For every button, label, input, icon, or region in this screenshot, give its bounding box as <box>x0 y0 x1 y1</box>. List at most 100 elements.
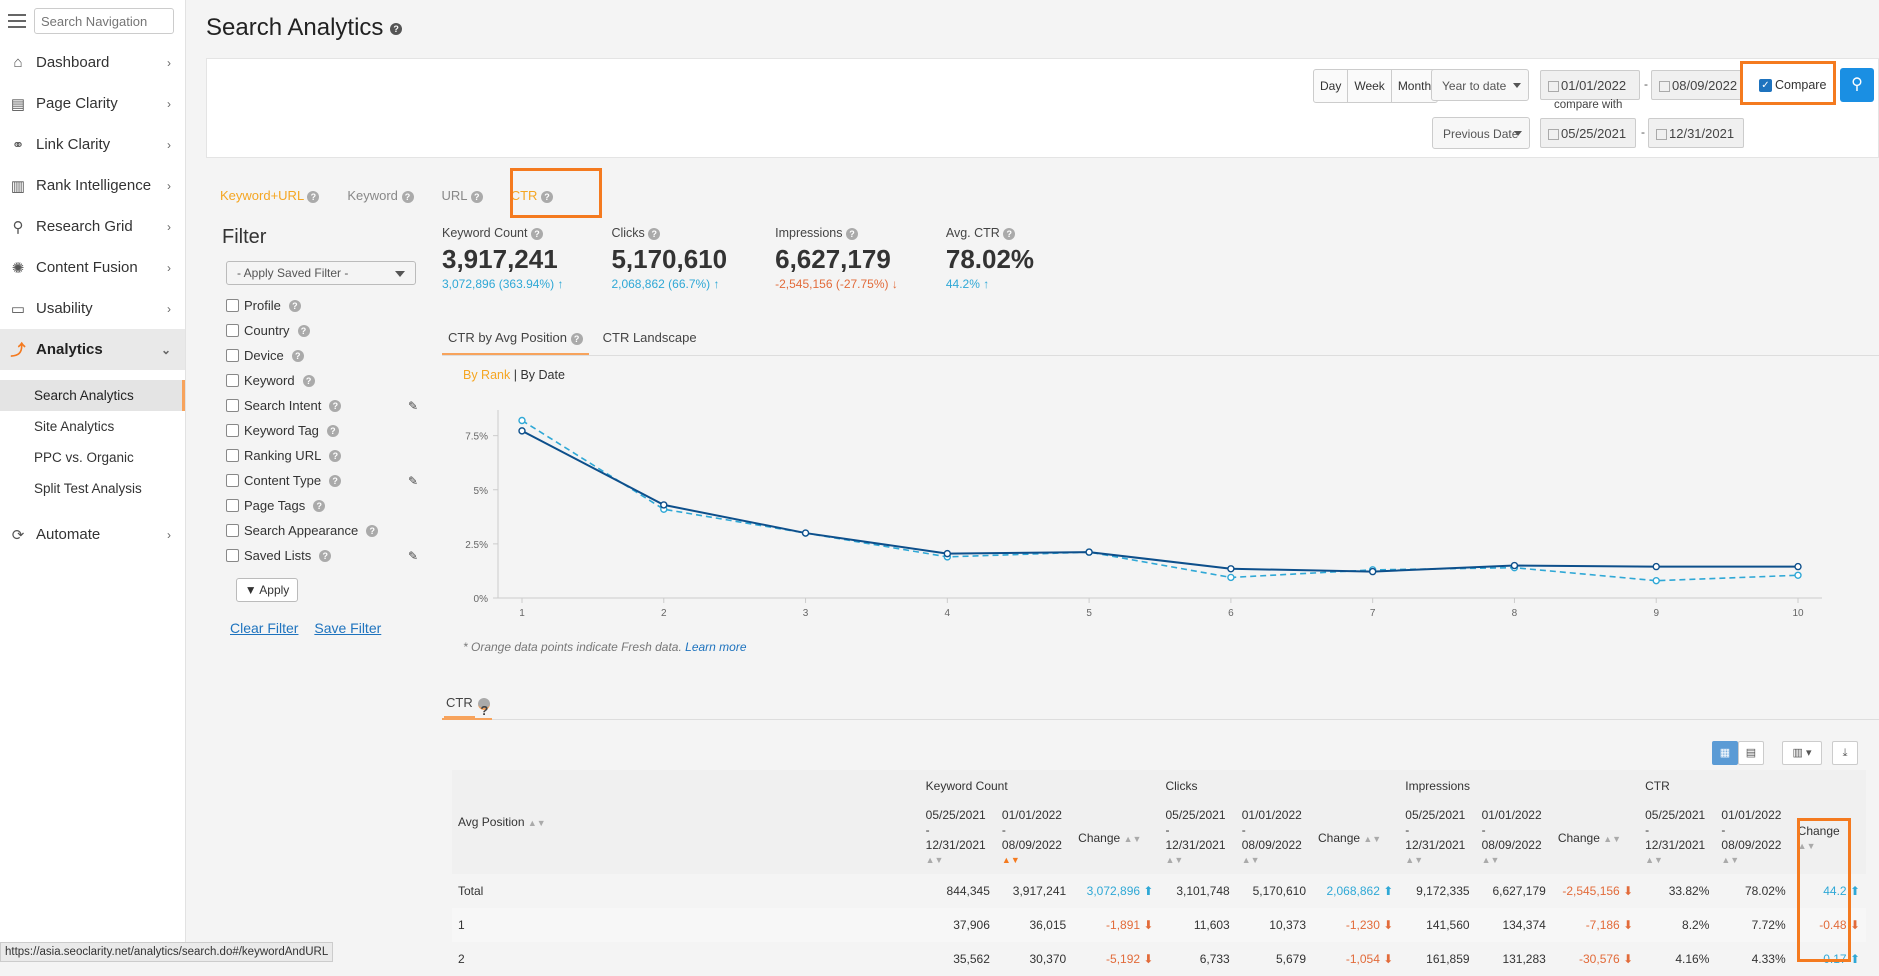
tab-keyword[interactable]: Keyword ? <box>333 176 427 216</box>
col-period-previous[interactable]: 05/25/2021-12/31/2021 ▲▼ <box>1159 802 1235 874</box>
help-icon[interactable]: ? <box>319 549 332 562</box>
col-period-current[interactable]: 01/01/2022-08/09/2022 ▲▼ <box>1236 802 1312 874</box>
checkbox[interactable] <box>226 549 239 562</box>
week-button[interactable]: Week <box>1348 70 1392 102</box>
clear-filter-link[interactable]: Clear Filter <box>230 620 299 636</box>
subnav-search-analytics[interactable]: Search Analytics <box>0 380 185 411</box>
compare-end-date-input[interactable]: 12/31/2021 <box>1648 118 1744 148</box>
pencil-icon[interactable]: ✎ <box>407 398 418 413</box>
compare-select[interactable]: Previous Date <box>1432 117 1530 149</box>
filter-option-profile[interactable]: Profile? <box>222 293 418 318</box>
table-view-button[interactable]: ▦ <box>1712 741 1738 765</box>
help-icon[interactable]: ? <box>329 474 342 487</box>
help-icon[interactable]: ? <box>1003 227 1016 240</box>
tab-ctr-landscape[interactable]: CTR Landscape <box>602 330 697 345</box>
filter-option-search-intent[interactable]: Search Intent? ✎ <box>222 393 418 418</box>
checkbox[interactable] <box>226 524 239 537</box>
checkbox[interactable] <box>226 349 239 362</box>
filter-option-keyword[interactable]: Keyword? <box>222 368 418 393</box>
saved-filter-select[interactable]: - Apply Saved Filter - <box>226 261 416 285</box>
col-period-current[interactable]: 01/01/2022-08/09/2022 ▲▼ <box>1476 802 1552 874</box>
filter-option-device[interactable]: Device? <box>222 343 418 368</box>
col-change[interactable]: Change ▲▼ <box>1072 802 1159 874</box>
tab-url[interactable]: URL ? <box>428 176 497 216</box>
help-icon[interactable]: ? <box>326 424 339 437</box>
checkbox[interactable] <box>226 299 239 312</box>
col-period-current[interactable]: 01/01/2022-08/09/2022 ▲▼ <box>1715 802 1791 874</box>
col-period-previous[interactable]: 05/25/2021-12/31/2021 ▲▼ <box>920 802 996 874</box>
help-icon[interactable]: ? <box>302 374 315 387</box>
help-icon[interactable]: ? <box>307 190 320 203</box>
col-change[interactable]: Change ▲▼ <box>1312 802 1399 874</box>
nav-automate[interactable]: ⟳ Automate › <box>0 514 185 555</box>
save-filter-link[interactable]: Save Filter <box>314 620 382 636</box>
filter-option-keyword-tag[interactable]: Keyword Tag? <box>222 418 418 443</box>
help-icon[interactable]: ? <box>845 227 858 240</box>
by-rank-link[interactable]: By Rank <box>463 368 511 382</box>
help-icon[interactable]: ? <box>478 697 491 718</box>
search-button[interactable]: ⚲ <box>1840 68 1874 102</box>
month-button[interactable]: Month <box>1397 79 1432 93</box>
pencil-icon[interactable]: ✎ <box>407 548 418 563</box>
nav-content-fusion[interactable]: ✺ Content Fusion › <box>0 247 185 288</box>
checkbox[interactable] <box>226 474 239 487</box>
tab-ctr[interactable]: CTR ? <box>497 176 567 216</box>
nav-usability[interactable]: ▭ Usability › <box>0 288 185 329</box>
nav-page-clarity[interactable]: ▤ Page Clarity › <box>0 83 185 124</box>
col-period-previous[interactable]: 05/25/2021-12/31/2021 ▲▼ <box>1399 802 1475 874</box>
help-icon[interactable]: ? <box>288 299 301 312</box>
compare-checkbox[interactable]: ✓ Compare <box>1759 78 1826 92</box>
checkbox[interactable] <box>226 424 239 437</box>
tab-ctr-by-avg-position[interactable]: CTR by Avg Position ? <box>442 322 589 355</box>
help-icon[interactable]: ? <box>390 22 403 35</box>
col-avg-position[interactable]: Avg Position ▲▼ <box>452 770 920 874</box>
filter-option-country[interactable]: Country? <box>222 318 418 343</box>
subnav-ppc-vs-organic[interactable]: PPC vs. Organic <box>34 450 134 465</box>
compare-start-date-input[interactable]: 05/25/2021 <box>1540 118 1636 148</box>
start-date-input[interactable]: 01/01/2022 <box>1540 70 1640 100</box>
help-icon[interactable]: ? <box>648 227 661 240</box>
chart-view-button[interactable]: ▤ <box>1738 741 1764 765</box>
help-icon[interactable]: ? <box>470 190 483 203</box>
subnav-split-test-analysis[interactable]: Split Test Analysis <box>34 481 142 496</box>
col-period-previous[interactable]: 05/25/2021-12/31/2021 ▲▼ <box>1639 802 1715 874</box>
checkbox[interactable] <box>226 449 239 462</box>
end-date-input[interactable]: 08/09/2022 <box>1651 70 1743 100</box>
learn-more-link[interactable]: Learn more <box>685 640 747 654</box>
col-period-current[interactable]: 01/01/2022-08/09/2022 ▲▼ <box>996 802 1072 874</box>
help-icon[interactable]: ? <box>329 449 342 462</box>
checkbox[interactable] <box>226 399 239 412</box>
nav-dashboard[interactable]: ⌂ Dashboard › <box>0 42 185 83</box>
help-icon[interactable]: ? <box>297 324 310 337</box>
nav-link-clarity[interactable]: ⚭ Link Clarity › <box>0 124 185 165</box>
col-change[interactable]: Change ▲▼ <box>1552 802 1639 874</box>
help-icon[interactable]: ? <box>291 349 304 362</box>
help-icon[interactable]: ? <box>329 399 342 412</box>
filter-option-search-appearance[interactable]: Search Appearance? <box>222 518 418 543</box>
tab-ctr-table[interactable]: CTR ? <box>442 690 493 720</box>
col-change[interactable]: Change ▲▼ <box>1792 802 1866 874</box>
download-button[interactable]: ⤓ <box>1832 741 1858 765</box>
help-icon[interactable]: ? <box>541 190 554 203</box>
filter-option-ranking-url[interactable]: Ranking URL? <box>222 443 418 468</box>
help-icon[interactable]: ? <box>570 332 583 345</box>
search-navigation-input[interactable] <box>34 8 174 34</box>
checkbox[interactable] <box>226 324 239 337</box>
nav-rank-intelligence[interactable]: ▥ Rank Intelligence › <box>0 165 185 206</box>
subnav-site-analytics[interactable]: Site Analytics <box>34 419 115 434</box>
nav-analytics[interactable]: ⤴ Analytics ⌄ <box>0 329 185 370</box>
nav-research-grid[interactable]: ⚲ Research Grid › <box>0 206 185 247</box>
pencil-icon[interactable]: ✎ <box>407 473 418 488</box>
help-icon[interactable]: ? <box>366 524 379 537</box>
help-icon[interactable]: ? <box>401 190 414 203</box>
range-select[interactable]: Year to date <box>1431 69 1529 101</box>
filter-option-content-type[interactable]: Content Type? ✎ <box>222 468 418 493</box>
tab-keyword-url[interactable]: Keyword+URL ? <box>206 176 333 216</box>
help-icon[interactable]: ? <box>530 227 543 240</box>
apply-filter-button[interactable]: ▼ Apply <box>236 578 298 602</box>
checkbox[interactable] <box>226 374 239 387</box>
columns-button[interactable]: ▥ ▾ <box>1782 741 1822 765</box>
by-date-link[interactable]: By Date <box>520 368 565 382</box>
day-button[interactable]: Day <box>1314 70 1349 102</box>
checkbox[interactable] <box>226 499 239 512</box>
